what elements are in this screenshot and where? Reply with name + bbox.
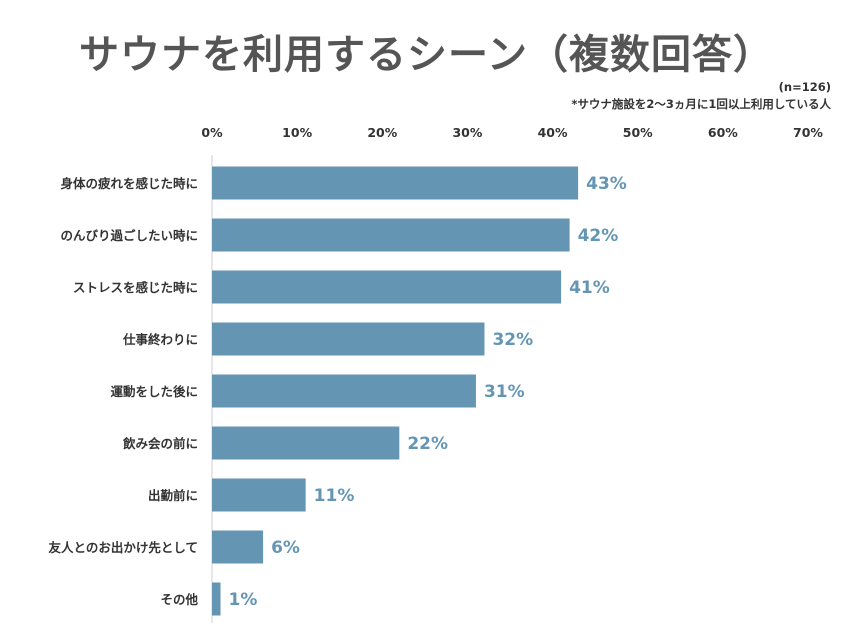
bar [212,374,476,408]
category-label: その他 [160,592,198,607]
bars [212,166,579,616]
bar [212,426,400,460]
bar [212,478,306,512]
x-tick-label: 30% [452,125,482,140]
category-label: 友人とのお出かけ先として [47,540,198,555]
value-label: 1% [229,590,258,610]
x-tick-label: 20% [367,125,397,140]
x-tick-label: 60% [708,125,738,140]
bar [212,582,221,616]
value-label: 32% [492,330,533,350]
sample-size: (n=126) [778,80,831,94]
category-label: ストレスを感じた時に [73,280,198,295]
x-tick-label: 50% [623,125,653,140]
bar [212,218,570,252]
category-label: 仕事終わりに [122,332,198,347]
category-label: 出勤前に [148,488,198,503]
x-axis-ticks: 0% 10% 20% 30% 40% 50% 60% 70% [201,125,823,140]
value-label: 6% [271,538,300,558]
value-label: 42% [578,226,619,246]
bar [212,166,579,200]
value-label: 41% [569,278,610,298]
value-labels: 43% 42% 41% 32% 31% 22% 11% 6% 1% [229,174,627,610]
bar [212,322,485,356]
x-tick-label: 10% [282,125,312,140]
value-label: 43% [586,174,627,194]
x-tick-label: 0% [201,125,223,140]
bar [212,270,562,304]
x-tick-label: 70% [793,125,823,140]
category-labels: 身体の疲れを感じた時にのんびり過ごしたい時にストレスを感じた時に仕事終わりに運動… [47,176,198,607]
sample-note: *サウナ施設を2〜3ヵ月に1回以上利用している人 [571,97,831,111]
chart-title: サウナを利用するシーン（複数回答） [79,32,774,78]
value-label: 11% [314,486,355,506]
category-label: 飲み会の前に [122,436,198,451]
bar [212,530,264,564]
x-tick-label: 40% [538,125,568,140]
value-label: 22% [407,434,448,454]
value-label: 31% [484,382,525,402]
category-label: 身体の疲れを感じた時に [60,176,198,191]
category-label: 運動をした後に [110,384,198,399]
category-label: のんびり過ごしたい時に [60,228,198,243]
